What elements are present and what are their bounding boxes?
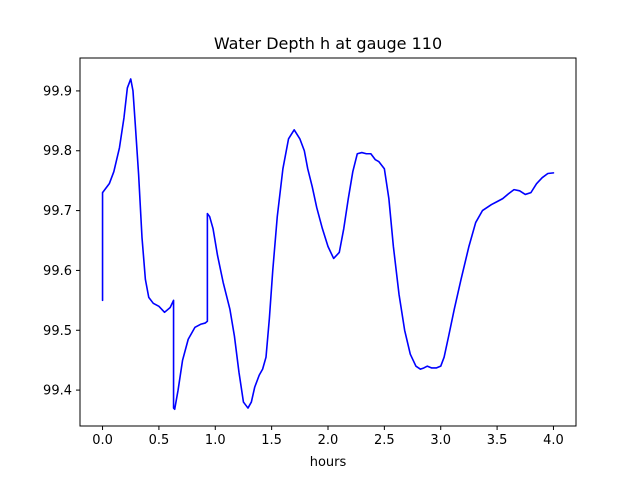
x-tick-label: 3.0 [430,433,451,448]
y-tick-label: 99.6 [43,264,72,279]
y-tick-label: 99.8 [43,144,72,159]
x-tick-label: 1.0 [205,433,226,448]
x-tick-label: 2.0 [318,433,339,448]
x-tick-label: 4.0 [543,433,564,448]
x-tick-label: 0.0 [92,433,113,448]
y-tick-label: 99.7 [43,204,72,219]
x-tick-label: 0.5 [149,433,170,448]
y-tick-label: 99.4 [43,384,72,399]
y-tick-label: 99.9 [43,84,72,99]
x-tick-label: 2.5 [374,433,395,448]
x-tick-label: 1.5 [261,433,282,448]
y-tick-label: 99.5 [43,324,72,339]
x-axis-label: hours [310,455,347,470]
chart-title: Water Depth h at gauge 110 [214,34,442,53]
x-tick-label: 3.5 [487,433,508,448]
